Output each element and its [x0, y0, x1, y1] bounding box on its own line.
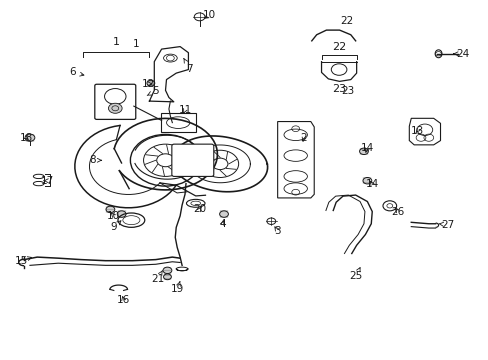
Text: 22: 22	[340, 17, 353, 27]
Text: 20: 20	[193, 204, 206, 215]
Text: 11: 11	[178, 105, 191, 115]
Text: 26: 26	[391, 207, 404, 217]
Text: 1: 1	[113, 37, 120, 47]
Text: 4: 4	[219, 219, 225, 229]
Text: 23: 23	[331, 84, 346, 94]
Text: 6: 6	[69, 67, 84, 77]
Text: 16: 16	[117, 295, 130, 305]
Text: 23: 23	[341, 86, 354, 96]
FancyBboxPatch shape	[171, 144, 213, 176]
Text: 25: 25	[348, 267, 362, 281]
Text: 15: 15	[15, 256, 31, 266]
Text: 10: 10	[203, 10, 216, 20]
Circle shape	[108, 103, 122, 113]
FancyBboxPatch shape	[95, 84, 136, 120]
Text: 19: 19	[170, 282, 183, 294]
Text: 24: 24	[452, 49, 468, 59]
FancyBboxPatch shape	[160, 113, 195, 132]
Text: 2: 2	[300, 133, 306, 143]
Text: 17: 17	[41, 176, 54, 186]
Text: 9: 9	[110, 221, 121, 232]
Text: 14: 14	[365, 179, 378, 189]
Text: 22: 22	[331, 42, 346, 51]
Text: 21: 21	[151, 271, 164, 284]
Text: 3: 3	[274, 226, 281, 236]
Text: 14: 14	[360, 143, 373, 153]
Text: 7: 7	[183, 59, 193, 74]
Text: 27: 27	[438, 220, 454, 230]
Text: 1: 1	[133, 40, 139, 49]
Text: 13: 13	[410, 126, 424, 135]
Text: 8: 8	[89, 155, 101, 165]
Polygon shape	[408, 118, 440, 145]
Text: 10: 10	[107, 211, 120, 221]
Text: 5: 5	[147, 86, 159, 96]
Text: 18: 18	[20, 133, 33, 143]
Text: 12: 12	[141, 79, 154, 89]
Polygon shape	[277, 122, 314, 198]
